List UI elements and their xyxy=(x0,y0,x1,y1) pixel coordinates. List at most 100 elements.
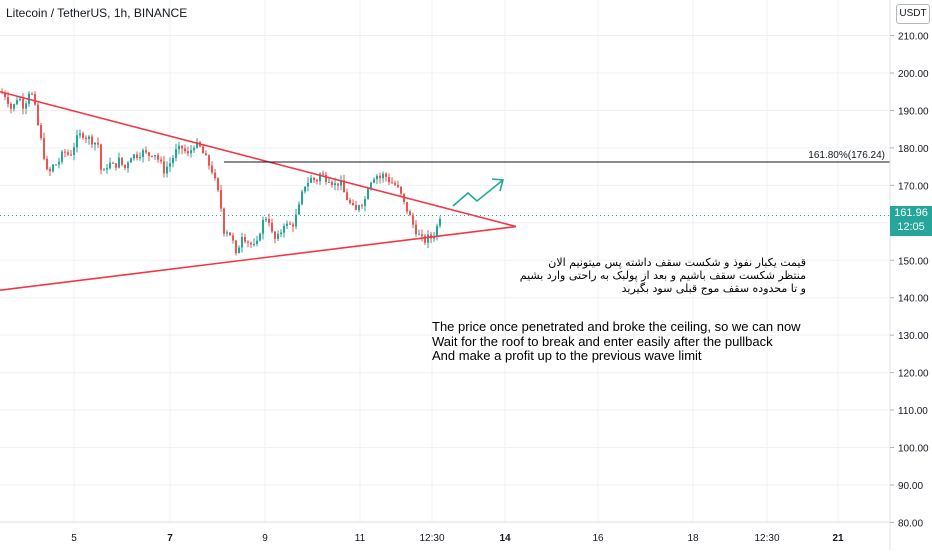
x-tick-label: 9 xyxy=(262,533,268,544)
candle-body xyxy=(235,240,237,254)
candle-body xyxy=(358,205,360,211)
x-tick-label: 7 xyxy=(167,533,173,544)
x-tick-label: 21 xyxy=(832,533,844,544)
candle-body xyxy=(214,172,216,179)
y-tick-label: 100.00 xyxy=(898,444,929,455)
candle-body xyxy=(163,161,165,174)
english-line: The price once penetrated and broke the … xyxy=(432,319,801,334)
candle-body xyxy=(73,147,75,156)
candle-body xyxy=(61,151,63,162)
candle-body xyxy=(385,173,387,177)
x-tick-label: 5 xyxy=(71,533,77,544)
candle-body xyxy=(409,211,411,216)
candle-body xyxy=(226,232,228,234)
candle-body xyxy=(292,224,294,227)
candle-body xyxy=(376,175,378,180)
candle-body xyxy=(37,104,39,126)
candle-body xyxy=(4,93,6,97)
candle-body xyxy=(313,177,315,181)
last-price-value: 161.96 xyxy=(894,207,928,219)
candle-body xyxy=(412,215,414,225)
candle-body xyxy=(82,133,84,138)
candle-body xyxy=(418,234,420,236)
candle-body xyxy=(379,175,381,179)
candle-body xyxy=(277,233,279,239)
candle-body xyxy=(55,164,57,166)
candle-body xyxy=(361,205,363,207)
candle-body xyxy=(406,201,408,212)
candle-body xyxy=(436,225,438,237)
candle-body xyxy=(160,159,162,162)
candle-body xyxy=(187,151,189,154)
x-tick-label: 16 xyxy=(592,533,604,544)
candle-body xyxy=(382,173,384,179)
candle-body xyxy=(364,199,366,206)
candle-body xyxy=(223,208,225,234)
candle-body xyxy=(421,234,423,236)
candle-body xyxy=(346,192,348,201)
persian-annotation[interactable]: قیمت یکبار نفوذ و شکست سقف داشته پس میتو… xyxy=(480,256,806,295)
candle-body xyxy=(133,154,135,159)
y-tick-label: 80.00 xyxy=(898,518,923,529)
x-tick-label: 11 xyxy=(355,533,366,544)
candle-body xyxy=(340,180,342,186)
candle-body xyxy=(196,141,198,148)
candle-body xyxy=(373,179,375,183)
candle-body xyxy=(349,200,351,203)
candle-body xyxy=(40,125,42,139)
candle-body xyxy=(424,235,426,243)
candle-body xyxy=(136,154,138,158)
candle-body xyxy=(13,104,15,109)
y-tick-label: 140.00 xyxy=(898,294,929,305)
candle-body xyxy=(289,223,291,225)
candle-body xyxy=(52,164,54,172)
currency-selector[interactable]: USDT xyxy=(896,4,930,24)
candle-body xyxy=(97,142,99,145)
candle-body xyxy=(7,96,9,104)
candle-body xyxy=(115,163,117,168)
candle-body xyxy=(25,103,27,109)
candle-body xyxy=(112,162,114,164)
candle-body xyxy=(307,182,309,187)
candle-body xyxy=(238,247,240,254)
candle-body xyxy=(145,150,147,153)
candle-body xyxy=(367,188,369,200)
candle-body xyxy=(190,150,192,154)
candle-body xyxy=(241,237,243,248)
candle-body xyxy=(343,180,345,193)
english-annotation[interactable]: The price once penetrated and broke the … xyxy=(432,319,801,364)
arrow-head-icon xyxy=(491,178,505,192)
candle-body xyxy=(397,184,399,187)
candle-body xyxy=(337,183,339,186)
candle-body xyxy=(130,158,132,163)
y-tick-label: 170.00 xyxy=(898,181,929,192)
candle-body xyxy=(202,146,204,154)
candle-body xyxy=(151,155,153,157)
y-tick-label: 130.00 xyxy=(898,331,929,342)
candle-body xyxy=(388,176,390,183)
candle-body xyxy=(103,169,105,171)
candle-body xyxy=(331,181,333,185)
y-tick-label: 110.00 xyxy=(898,406,928,417)
candle-body xyxy=(394,183,396,185)
candle-body xyxy=(34,94,36,105)
candle-body xyxy=(193,147,195,151)
y-tick-label: 120.00 xyxy=(898,369,929,380)
candle-body xyxy=(217,178,219,191)
candle-body xyxy=(67,152,69,155)
candle-body xyxy=(319,173,321,182)
candle-body xyxy=(247,241,249,243)
candle-body xyxy=(250,242,252,245)
candle-body xyxy=(43,138,45,159)
candle-body xyxy=(175,149,177,158)
candle-body xyxy=(391,182,393,184)
y-tick-label: 190.00 xyxy=(898,106,929,117)
candle-body xyxy=(265,219,267,221)
candle-body xyxy=(64,151,66,153)
candle-body xyxy=(166,166,168,174)
candle-body xyxy=(100,144,102,170)
chart-title: Litecoin / TetherUS, 1h, BINANCE xyxy=(6,6,188,20)
candle-body xyxy=(433,236,435,239)
